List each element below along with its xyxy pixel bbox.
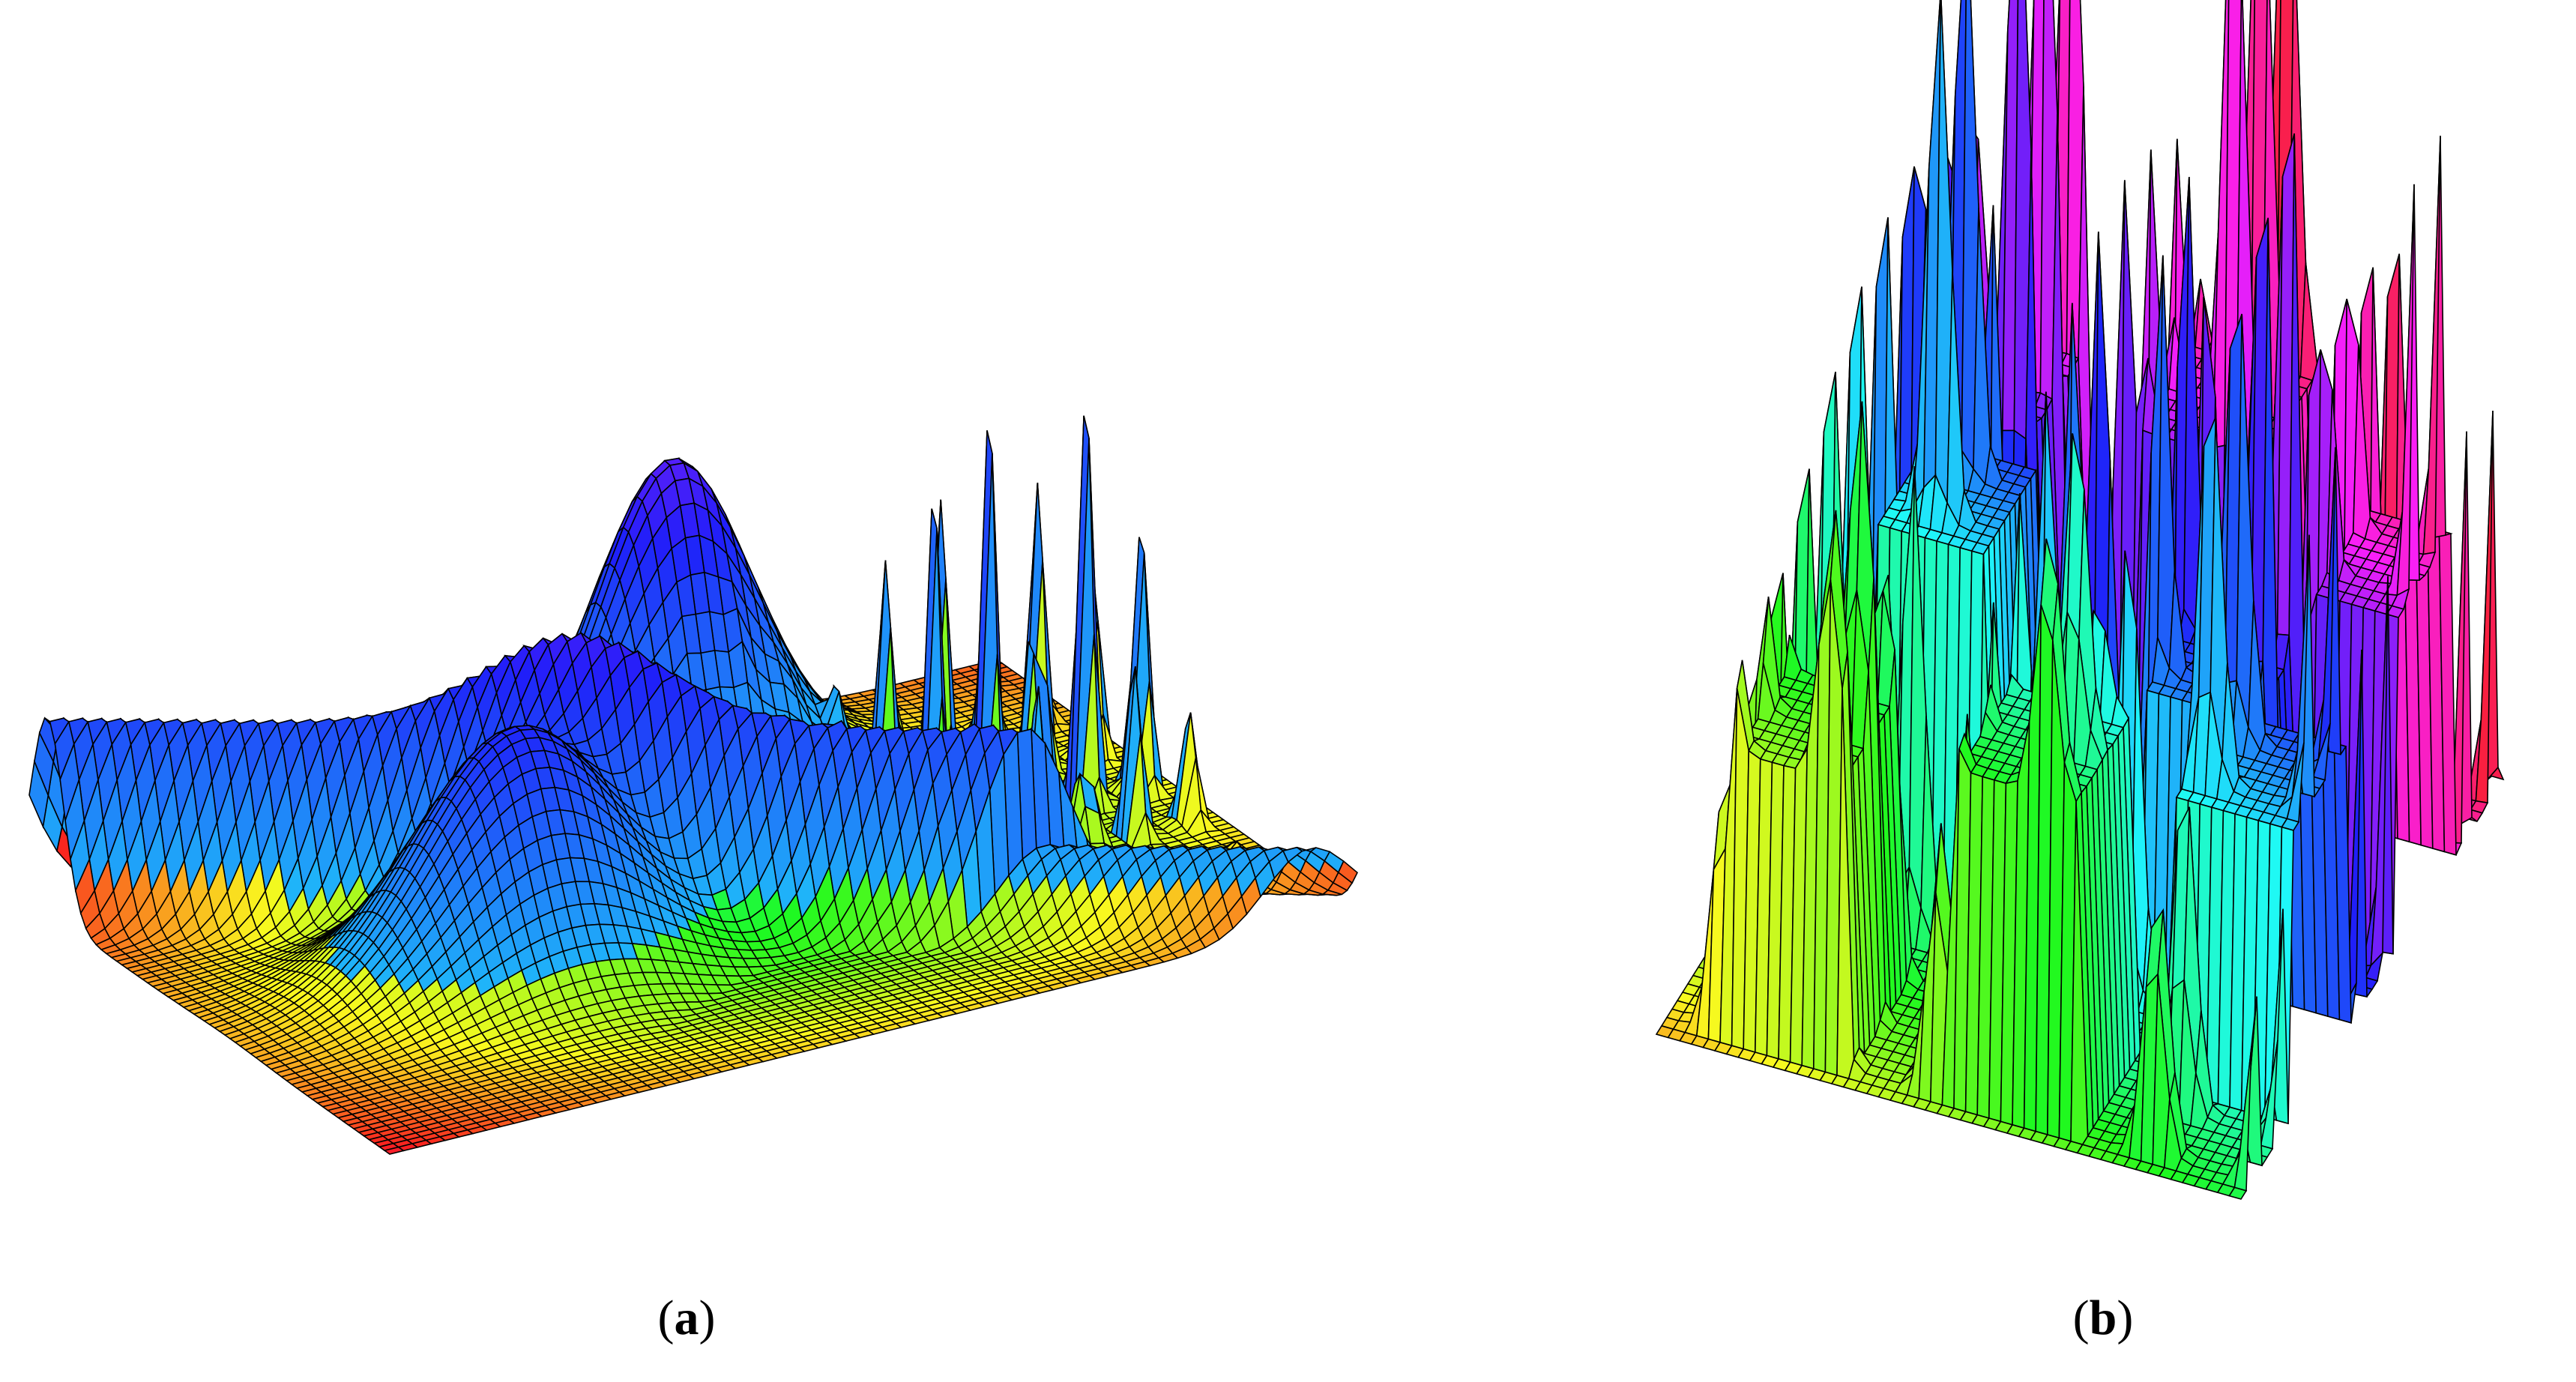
surface-plot-a	[28, 415, 1358, 1155]
surface-plot-b	[1655, 0, 2505, 1200]
